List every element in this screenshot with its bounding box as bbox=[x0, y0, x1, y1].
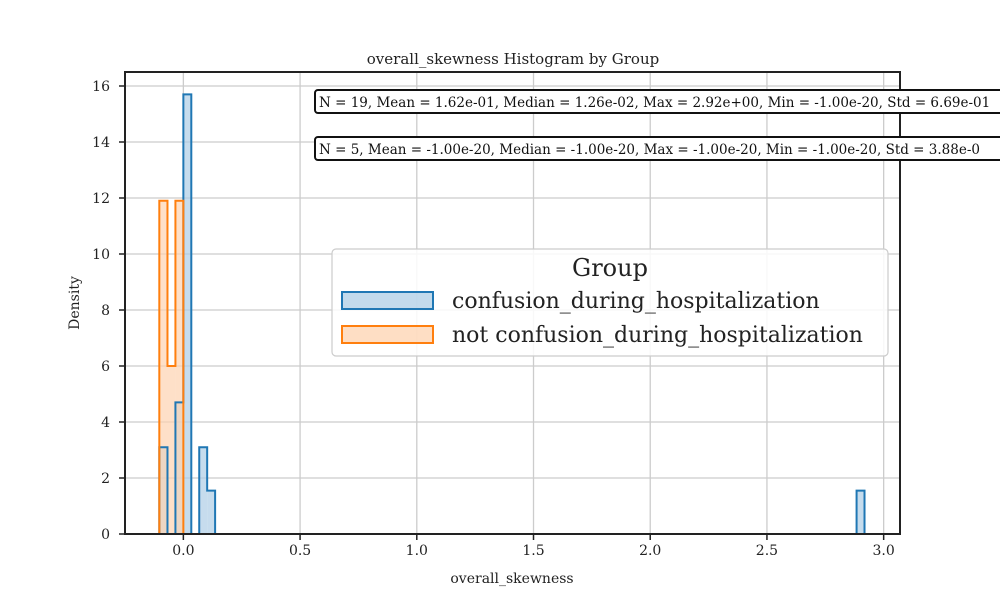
histogram-bars bbox=[158, 93, 866, 535]
legend-label-confusion: confusion_during_hospitalization bbox=[452, 289, 820, 314]
x-tick-label-0: 0.0 bbox=[172, 543, 194, 559]
bar-fill-series1-bin0 bbox=[159, 200, 168, 535]
y-tick-label-0: 0 bbox=[101, 527, 110, 543]
chart-title: overall_skewness Histogram by Group bbox=[367, 50, 659, 68]
bar-fill-series0-bin7 bbox=[856, 490, 865, 534]
legend-title: Group bbox=[572, 254, 648, 282]
step-outline-series-1 bbox=[158, 199, 185, 534]
y-tick-label-7: 14 bbox=[92, 135, 110, 151]
legend-label-not-confusion: not confusion_during_hospitalization bbox=[452, 323, 863, 348]
y-tick-label-6: 12 bbox=[92, 191, 110, 207]
y-axis-label: Density bbox=[67, 276, 83, 330]
x-tick-label-5: 2.5 bbox=[756, 543, 778, 559]
x-axis-ticks: 0.0 0.5 1.0 1.5 2.0 2.5 3.0 bbox=[172, 534, 895, 559]
bar-fill-series0-bin3 bbox=[183, 94, 192, 535]
x-axis-label: overall_skewness bbox=[450, 571, 573, 587]
stats-text-confusion: N = 19, Mean = 1.62e-01, Median = 1.26e-… bbox=[319, 95, 990, 111]
stats-box-confusion-frame bbox=[314, 89, 1000, 114]
bar-fill-series1-bin1 bbox=[167, 366, 176, 534]
y-tick-label-5: 10 bbox=[92, 247, 110, 263]
y-tick-label-8: 16 bbox=[92, 79, 110, 95]
x-tick-label-2: 1.0 bbox=[406, 543, 428, 559]
x-tick-label-3: 1.5 bbox=[522, 543, 544, 559]
legend-swatch-not-confusion bbox=[341, 325, 434, 344]
stats-box-not-confusion: N = 5, Mean = -1.00e-20, Median = -1.00e… bbox=[314, 136, 1000, 161]
x-tick-label-6: 3.0 bbox=[873, 543, 895, 559]
y-axis-ticks: 0 2 4 6 8 10 12 14 16 bbox=[92, 79, 125, 543]
plot-frame bbox=[124, 71, 901, 535]
legend-swatch-confusion bbox=[341, 291, 434, 310]
legend-frame bbox=[331, 248, 889, 357]
x-tick-label-1: 0.5 bbox=[289, 543, 311, 559]
y-tick-label-4: 8 bbox=[101, 303, 110, 319]
step-outline-series-0 bbox=[158, 93, 866, 535]
x-tick-label-4: 2.0 bbox=[639, 543, 661, 559]
bar-fill-series1-bin2 bbox=[175, 200, 184, 535]
stats-box-confusion: N = 19, Mean = 1.62e-01, Median = 1.26e-… bbox=[314, 89, 1000, 114]
y-tick-label-3: 6 bbox=[101, 359, 110, 375]
y-tick-label-1: 2 bbox=[101, 471, 110, 487]
stats-text-not-confusion: N = 5, Mean = -1.00e-20, Median = -1.00e… bbox=[319, 142, 980, 158]
stats-box-not-confusion-frame bbox=[314, 136, 1000, 161]
legend: Group confusion_during_hospitalization n… bbox=[331, 248, 889, 357]
y-tick-label-2: 4 bbox=[101, 415, 110, 431]
bar-fill-series0-bin6 bbox=[207, 490, 216, 534]
bar-fill-series0-bin5 bbox=[199, 447, 208, 534]
